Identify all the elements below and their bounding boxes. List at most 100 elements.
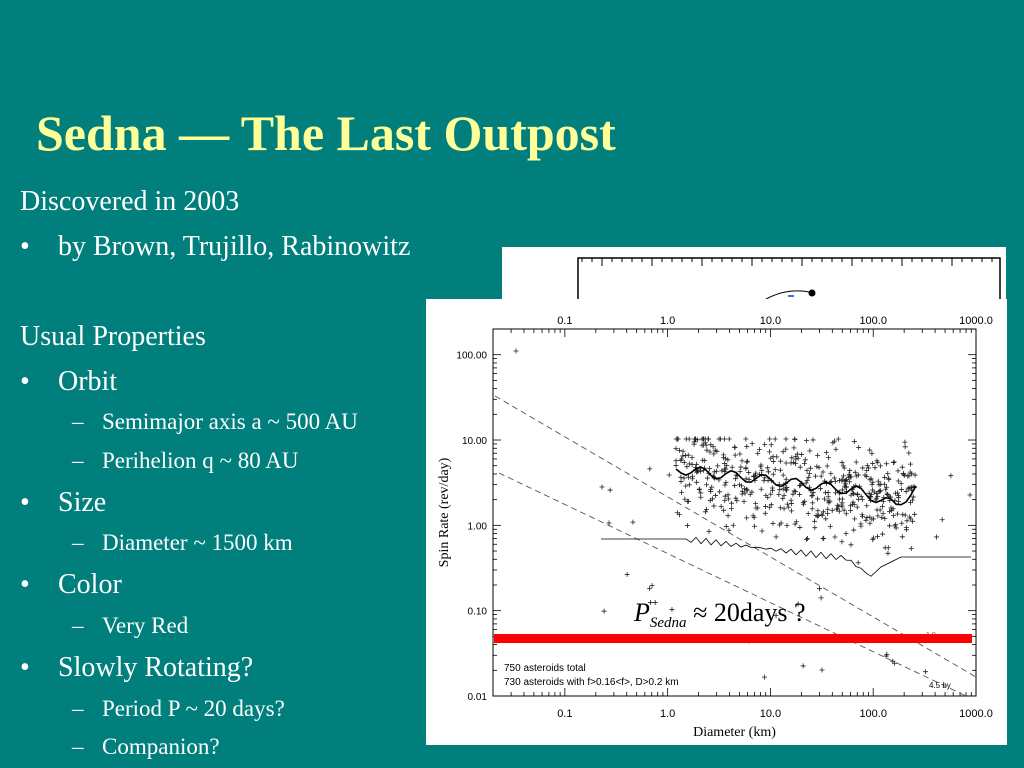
data-point [747, 491, 753, 497]
data-point [810, 437, 816, 443]
data-point [682, 496, 688, 502]
data-point [847, 479, 853, 485]
data-point [859, 512, 865, 518]
data-point [765, 494, 771, 500]
slide-title: Sedna — The Last Outpost [36, 105, 616, 161]
data-point [912, 472, 918, 478]
data-point [742, 490, 748, 496]
data-point [725, 513, 731, 519]
x-tick-label-top: 100.0 [859, 315, 887, 327]
data-point [866, 490, 872, 496]
data-point [795, 601, 801, 607]
data-point [858, 493, 864, 499]
data-point [689, 476, 695, 482]
psedna-sub: Sedna [649, 615, 687, 631]
line-text: Companion? [102, 734, 220, 759]
data-point [696, 487, 702, 493]
data-point [903, 525, 909, 531]
data-point [870, 537, 876, 543]
data-point [848, 542, 854, 548]
data-point [883, 653, 889, 659]
data-point [691, 441, 697, 447]
data-point [864, 463, 870, 469]
data-point [752, 473, 758, 479]
data-point [777, 505, 783, 511]
data-point [737, 468, 743, 474]
data-point [674, 510, 680, 516]
data-point [831, 475, 837, 481]
data-point [669, 607, 675, 613]
data-point [734, 498, 740, 504]
data-point [839, 496, 845, 502]
line-text: Very Red [102, 613, 189, 638]
data-point [778, 458, 784, 464]
data-point [905, 473, 911, 479]
data-point [804, 468, 810, 474]
data-point [718, 504, 724, 510]
y-tick-label: 10.00 [462, 436, 487, 447]
data-point [751, 514, 757, 520]
data-point [815, 496, 821, 502]
data-point [882, 516, 888, 522]
data-point [810, 490, 816, 496]
data-point [715, 463, 721, 469]
data-point [648, 600, 654, 606]
data-point [819, 511, 825, 517]
data-point [864, 468, 870, 474]
data-point [875, 534, 881, 540]
data-point [867, 520, 873, 526]
data-point [758, 464, 764, 470]
data-point [686, 474, 692, 480]
data-point [599, 484, 605, 490]
data-point [885, 550, 891, 556]
data-point [704, 475, 710, 481]
data-point [836, 478, 842, 484]
data-point [765, 465, 771, 471]
data-point [722, 493, 728, 499]
data-point [681, 475, 687, 481]
bullet-icon: • [20, 652, 30, 683]
data-point [755, 450, 761, 456]
running-mean-curve [675, 466, 917, 506]
x-tick-label-top: 1.0 [660, 315, 675, 327]
data-point [827, 498, 833, 504]
data-point [762, 441, 768, 447]
data-point [707, 466, 713, 472]
data-point [792, 521, 798, 527]
data-point [902, 444, 908, 450]
data-point [851, 527, 857, 533]
data-point [698, 494, 704, 500]
data-point [704, 447, 710, 453]
data-point [809, 506, 815, 512]
dash-icon: – [72, 409, 84, 434]
spin-limit-line-1 [494, 395, 977, 678]
data-point [674, 436, 680, 442]
data-point [784, 485, 790, 491]
data-point [902, 439, 908, 445]
data-point [884, 491, 890, 497]
data-point [686, 482, 692, 488]
lower-envelope-curve [601, 536, 911, 577]
data-point [967, 492, 973, 498]
data-point [770, 520, 776, 526]
data-point [848, 507, 854, 513]
data-point [902, 512, 908, 518]
data-point [870, 461, 876, 467]
slide-line-11: – Period P ~ 20 days? [72, 696, 285, 722]
figure-back-panel [502, 247, 1006, 299]
data-point [800, 663, 806, 669]
data-point [678, 478, 684, 484]
data-point [755, 505, 761, 511]
data-point [869, 516, 875, 522]
data-point [908, 485, 914, 491]
data-point [823, 516, 829, 522]
data-point [905, 486, 911, 492]
data-point [673, 458, 679, 464]
data-point [788, 460, 794, 466]
bullet-icon: • [20, 231, 30, 262]
data-point [729, 464, 735, 470]
data-point [825, 506, 831, 512]
line-text: Diameter ~ 1500 km [102, 530, 293, 555]
slide-line-8: • Color [20, 569, 122, 601]
data-point [869, 451, 875, 457]
